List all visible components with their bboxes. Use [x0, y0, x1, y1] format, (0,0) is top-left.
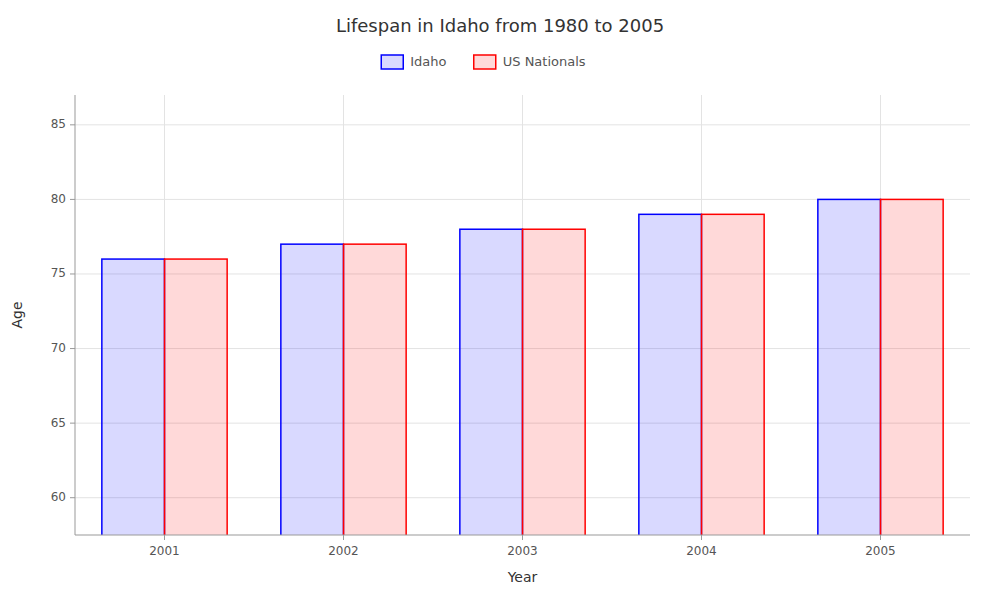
- y-tick: [70, 273, 75, 274]
- x-tick-label: 2005: [865, 544, 896, 558]
- x-tick-label: 2002: [328, 544, 359, 558]
- legend-label: Idaho: [410, 54, 446, 69]
- x-tick: [701, 535, 702, 540]
- x-tick-label: 2004: [686, 544, 717, 558]
- bar: [639, 214, 702, 535]
- y-tick-label: 60: [51, 490, 66, 504]
- y-axis-line: [75, 95, 76, 535]
- bar: [818, 199, 881, 535]
- title: Lifespan in Idaho from 1980 to 2005: [336, 15, 664, 36]
- legend-swatch: [381, 55, 403, 69]
- x-tick: [522, 535, 523, 540]
- y-tick-label: 85: [51, 117, 66, 131]
- y-tick: [70, 348, 75, 349]
- x-axis-label: Year: [507, 569, 538, 585]
- bar: [344, 244, 407, 535]
- y-tick-label: 70: [51, 341, 66, 355]
- x-tick-label: 2001: [149, 544, 180, 558]
- y-tick-label: 80: [51, 192, 66, 206]
- x-tick: [880, 535, 881, 540]
- y-tick-label: 75: [51, 266, 66, 280]
- axes: 60 65 70 75 80 85 2001 2002 2003 2004 2005: [51, 95, 970, 558]
- x-tick: [164, 535, 165, 540]
- y-tick: [70, 199, 75, 200]
- bar: [102, 259, 165, 535]
- x-tick-label: 2003: [507, 544, 538, 558]
- chart: 60 65 70 75 80 85 2001 2002 2003 2004 2005 Lifespan…: [0, 0, 1000, 600]
- bars: [102, 199, 943, 535]
- legend: Idaho US Nationals: [381, 54, 586, 70]
- y-tick-label: 65: [51, 416, 66, 430]
- y-tick: [70, 497, 75, 498]
- legend-swatch: [474, 55, 496, 69]
- bar: [702, 214, 765, 535]
- y-tick: [70, 423, 75, 424]
- chart-container: 60 65 70 75 80 85 2001 2002 2003 2004 2005 Lifespan…: [0, 0, 1000, 600]
- legend-label: US Nationals: [503, 54, 586, 69]
- y-axis-label: Age: [9, 301, 25, 328]
- bar: [165, 259, 228, 535]
- y-tick: [70, 124, 75, 125]
- page: {"chart_data": {"type": "bar", "title": …: [0, 0, 1000, 600]
- bar: [281, 244, 344, 535]
- bar: [523, 229, 586, 535]
- bar: [881, 199, 944, 535]
- x-tick: [343, 535, 344, 540]
- bar: [460, 229, 523, 535]
